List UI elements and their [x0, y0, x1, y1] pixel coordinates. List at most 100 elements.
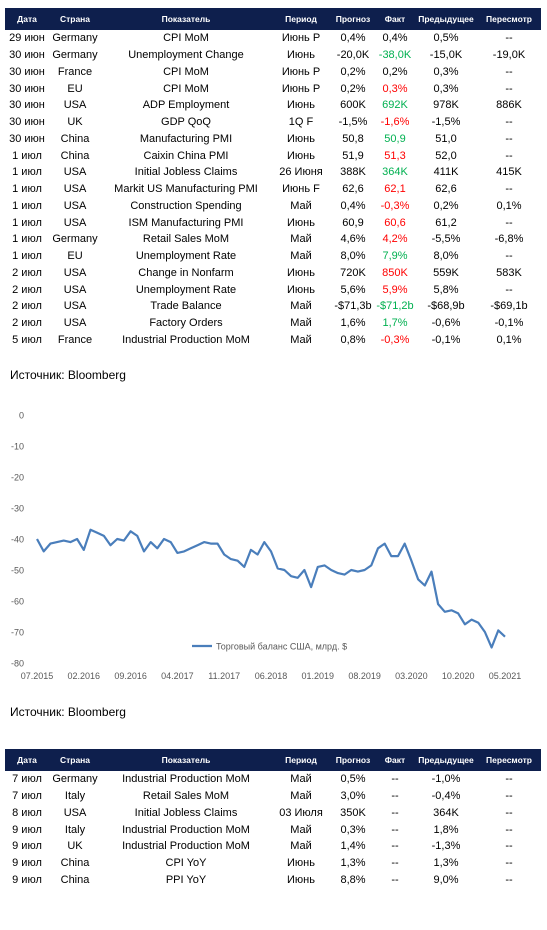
table-cell: 583K — [496, 266, 522, 279]
table-cell: -$71,2b — [376, 300, 414, 313]
table-cell: 9 июл — [12, 823, 42, 836]
table-cell: 2 июл — [12, 317, 42, 330]
table-cell: -- — [505, 132, 513, 145]
data-line — [36, 528, 506, 649]
table-cell: -$71,3b — [334, 300, 372, 313]
table-cell: -- — [505, 873, 513, 886]
table-cell: 50,9 — [384, 132, 406, 145]
y-tick-label: -30 — [11, 504, 24, 514]
table-cell: -0,1% — [431, 333, 461, 346]
table-cell: CPI MoM — [163, 32, 209, 45]
table-cell: 9 июл — [12, 840, 42, 853]
table-cell: Industrial Production MoM — [122, 840, 250, 853]
table-cell: -$68,9b — [427, 300, 465, 313]
table-cell: 8,8% — [340, 873, 366, 886]
table-cell: Май — [290, 823, 312, 836]
table-cell: 26 Июня — [279, 166, 323, 179]
table-cell: 30 июн — [9, 49, 45, 62]
table-cell: -- — [505, 216, 513, 229]
table-cell: 7,9% — [382, 250, 408, 263]
table-cell: Июнь — [287, 49, 315, 62]
header-cell: Период — [285, 14, 317, 24]
table-cell: 1,3% — [340, 857, 366, 870]
table-cell: -- — [391, 806, 399, 819]
table-cell: Июнь — [287, 857, 315, 870]
table-cell: 415K — [496, 166, 522, 179]
y-tick-label: -70 — [11, 628, 24, 638]
table-cell: -- — [505, 65, 513, 78]
table-cell: 1 июл — [12, 199, 42, 212]
table-cell: -- — [505, 857, 513, 870]
table-cell: USA — [63, 183, 87, 196]
table-cell: CPI YoY — [165, 857, 207, 870]
chart: 0 -10 -20 -30 -40 -50 -60 -70 -80 07.2015 02.2016 0… — [11, 411, 521, 682]
table-cell: 0,3% — [433, 82, 459, 95]
table-cell: -- — [391, 840, 399, 853]
table-cell: Май — [290, 773, 312, 786]
table-cell: Germany — [52, 233, 98, 246]
table-cell: USA — [63, 283, 87, 296]
table-cell: Май — [290, 300, 312, 313]
header-row: Дата Страна Показатель Период Прогноз Факт Пре… — [5, 749, 541, 771]
table-cell: -15,0K — [429, 49, 463, 62]
table-cell: 62,1 — [384, 183, 406, 196]
table-cell: UK — [67, 116, 83, 129]
table-cell: Июнь — [287, 266, 315, 279]
table-cell: Июнь P — [281, 82, 321, 95]
table-cell: 0,5% — [340, 773, 366, 786]
table-cell: Change in Nonfarm — [138, 266, 234, 279]
table-cell: 30 июн — [9, 116, 45, 129]
table-cell: ADP Employment — [142, 99, 230, 112]
table-row: 7 июл Italy Retail Sales MoM Май 3,0% -- -0,4%… — [5, 788, 541, 805]
table-cell: 1Q F — [288, 116, 314, 129]
table-cell: 50,8 — [342, 132, 364, 145]
table-cell: -1,0% — [431, 773, 461, 786]
table-cell: 0,8% — [340, 333, 366, 346]
table-cell: Май — [290, 317, 312, 330]
table-cell: 2 июл — [12, 300, 42, 313]
x-tick-label: 02.2016 — [68, 671, 101, 681]
table-cell: 364K — [382, 166, 408, 179]
header-cell: Страна — [59, 14, 91, 24]
table-cell: 0,4% — [340, 199, 366, 212]
header-cell: Прогноз — [335, 755, 371, 765]
table-cell: -- — [391, 857, 399, 870]
header-cell: Факт — [384, 755, 406, 765]
table-cell: -- — [505, 250, 513, 263]
table-cell: -- — [505, 32, 513, 45]
table-cell: USA — [63, 166, 87, 179]
table-cell: -1,5% — [338, 116, 368, 129]
table-cell: 51,9 — [342, 149, 364, 162]
table-cell: -0,1% — [494, 317, 524, 330]
table-cell: 0,1% — [496, 333, 522, 346]
table-cell: 1 июл — [12, 166, 42, 179]
table-cell: Май — [290, 790, 312, 803]
y-tick-label: -60 — [11, 597, 24, 607]
x-tick-label: 06.2018 — [255, 671, 288, 681]
table-cell: -- — [505, 773, 513, 786]
table-cell: 364K — [433, 806, 459, 819]
table-row: 2 июл USA Trade Balance Май -$71,3b -$71,2b -$… — [5, 298, 541, 315]
table-cell: 51,0 — [435, 132, 457, 145]
table-cell: 1,4% — [340, 840, 366, 853]
table-cell: -- — [505, 149, 513, 162]
table-cell: Июнь P — [281, 65, 321, 78]
table-cell: -1,3% — [431, 840, 461, 853]
table-cell: USA — [63, 806, 87, 819]
table-cell: Unemployment Rate — [135, 283, 237, 296]
y-tick-label: -10 — [11, 442, 24, 452]
source-note: Источник: Bloomberg — [10, 368, 126, 382]
table-cell: -- — [391, 873, 399, 886]
header-cell: Страна — [59, 755, 91, 765]
table-cell: 1,6% — [340, 317, 366, 330]
header-cell: Предыдущее — [418, 755, 474, 765]
table-cell: -- — [505, 183, 513, 196]
table-row: 30 июн UK GDP QoQ 1Q F -1,5% -1,6% -1,5% -- — [5, 114, 541, 131]
header-cell: Период — [285, 755, 317, 765]
header-row: Дата Страна Показатель Период Прогноз Факт Пре… — [5, 8, 541, 30]
table-cell: 0,2% — [382, 65, 408, 78]
table-row: 8 июл USA Initial Jobless Claims 03 Июля 350… — [5, 805, 541, 822]
calendar-table: Дата Страна Показатель Период Прогноз Факт Пре… — [5, 749, 541, 888]
table-cell: 62,6 — [342, 183, 364, 196]
